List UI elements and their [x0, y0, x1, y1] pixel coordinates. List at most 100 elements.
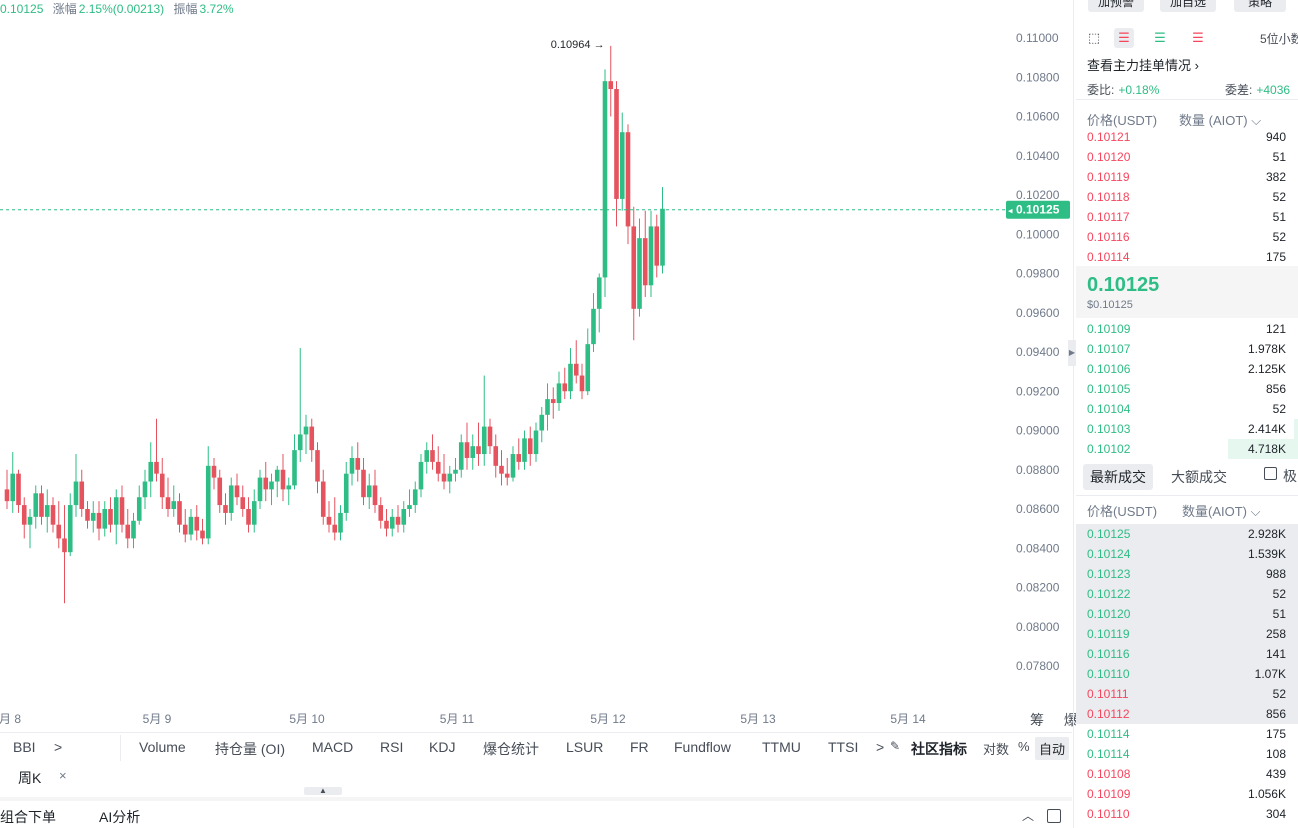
tab-latest-trades[interactable]: 最新成交: [1083, 464, 1153, 490]
indicator-macd[interactable]: MACD: [312, 739, 354, 755]
candle-body: [246, 509, 251, 525]
candlestick-chart[interactable]: 0.11000 0.10800 0.10600 0.10400 0.10200 0.100…: [0, 0, 1072, 700]
bid-row[interactable]: 0.10109 121: [1076, 319, 1298, 339]
popout-icon[interactable]: [1047, 809, 1061, 823]
filter-checkbox[interactable]: [1264, 467, 1277, 480]
indicator-oi[interactable]: 持仓量 (OI): [215, 741, 285, 757]
candle-body: [458, 442, 464, 470]
strategy-button[interactable]: 策略: [1234, 0, 1287, 12]
trade-row[interactable]: 0.10111 52: [1076, 684, 1298, 704]
depth-detail-link[interactable]: 查看主力挂单情况 ›: [1087, 58, 1199, 73]
trade-row[interactable]: 0.10114 108: [1076, 744, 1298, 764]
chart-area[interactable]: 0.10125 涨幅 2.15%(0.00213) 振幅 3.72% 0.11000…: [0, 0, 1078, 828]
trade-row[interactable]: 0.10116 141: [1076, 644, 1298, 664]
candle-body: [274, 469, 280, 482]
candle-body: [292, 450, 297, 486]
chevron-up-icon[interactable]: ︿: [1022, 809, 1035, 823]
trade-row[interactable]: 0.10125 2.928K: [1076, 524, 1298, 544]
ask-row[interactable]: 0.10118 52: [1076, 187, 1298, 207]
bid-row[interactable]: 0.10104 52: [1076, 399, 1298, 419]
bid-row[interactable]: 0.10102 4.718K: [1076, 439, 1298, 459]
trade-row[interactable]: 0.10110 1.07K: [1076, 664, 1298, 684]
trade-row[interactable]: 0.10108 439: [1076, 764, 1298, 784]
precision-select[interactable]: 5位小数: [1260, 32, 1298, 46]
percent-scale-toggle[interactable]: %: [1018, 739, 1030, 754]
combo-order-tab[interactable]: 组合下单: [0, 809, 56, 825]
bid-row[interactable]: 0.10106 2.125K: [1076, 359, 1298, 379]
close-icon[interactable]: ×: [59, 768, 67, 783]
trade-row[interactable]: 0.10120 51: [1076, 604, 1298, 624]
trade-row[interactable]: 0.10119 258: [1076, 624, 1298, 644]
indicator-kdj[interactable]: KDJ: [429, 739, 456, 755]
candle-body: [182, 524, 188, 535]
ask-qty: 52: [1272, 190, 1286, 204]
bid-price: 0.10102: [1087, 442, 1131, 456]
trade-price: 0.10114: [1087, 727, 1130, 741]
candle-body: [412, 489, 418, 506]
ask-row[interactable]: 0.10120 51: [1076, 147, 1298, 167]
trade-row[interactable]: 0.10123 988: [1076, 564, 1298, 584]
ask-row[interactable]: 0.10121 940: [1076, 127, 1298, 147]
trade-row[interactable]: 0.10122 52: [1076, 584, 1298, 604]
edit-icon[interactable]: ✎: [890, 739, 901, 753]
community-indicators[interactable]: 社区指标: [911, 741, 967, 757]
candle-body: [4, 489, 10, 502]
tab-large-trades[interactable]: 大额成交: [1171, 469, 1227, 485]
indicator-ttsi[interactable]: TTSI: [828, 739, 859, 755]
candle-body: [614, 89, 619, 199]
indicator-liquidation[interactable]: 爆仓统计: [483, 741, 539, 757]
indicator-ttmu[interactable]: TTMU: [762, 739, 801, 755]
chevron-right-icon[interactable]: >: [876, 739, 885, 755]
indicator-bbi[interactable]: BBI: [13, 739, 36, 755]
trade-row[interactable]: 0.10110 304: [1076, 804, 1298, 824]
col-qty-label: 数量 (AIOT): [1179, 113, 1248, 128]
candle-body: [251, 501, 257, 525]
log-scale-toggle[interactable]: 对数: [983, 742, 1010, 757]
indicator-rsi[interactable]: RSI: [380, 739, 404, 755]
expand-icon[interactable]: ⬚: [1087, 30, 1101, 45]
ask-row[interactable]: 0.10114 175: [1076, 247, 1298, 267]
chart-tools-chip-liq[interactable]: 筹 爆: [1030, 712, 1086, 728]
trade-price: 0.10109: [1087, 787, 1131, 801]
auto-scale-toggle[interactable]: 自动: [1035, 737, 1070, 760]
add-alert-button[interactable]: 加预警: [1088, 0, 1145, 12]
period-tab-weekly[interactable]: 周K: [18, 770, 42, 786]
candle-body: [113, 497, 119, 525]
bid-row[interactable]: 0.10107 1.978K: [1076, 339, 1298, 359]
indicator-volume[interactable]: Volume: [139, 739, 186, 755]
indicator-fundflow[interactable]: Fundflow: [674, 739, 731, 755]
bid-row[interactable]: 0.10105 856: [1076, 379, 1298, 399]
col-qty-select[interactable]: 数量 (AIOT) ⌵: [1179, 113, 1262, 128]
collapse-panel-icon[interactable]: ▶: [1068, 340, 1076, 366]
candle-body: [108, 509, 113, 525]
ask-row[interactable]: 0.10119 382: [1076, 167, 1298, 187]
candle-body: [361, 469, 366, 498]
orderbook-both-icon[interactable]: ☰: [1114, 28, 1134, 48]
chevron-right-icon[interactable]: >: [54, 739, 63, 755]
indicator-fr[interactable]: FR: [630, 739, 649, 755]
ask-row[interactable]: 0.10116 52: [1076, 227, 1298, 247]
add-watchlist-button[interactable]: 加自选: [1160, 0, 1217, 12]
panel-resize-handle[interactable]: ▲: [304, 787, 342, 795]
trade-row[interactable]: 0.10114 175: [1076, 724, 1298, 744]
candle-body: [234, 485, 240, 498]
bid-price: 0.10103: [1087, 422, 1131, 436]
trade-row[interactable]: 0.10112 856: [1076, 704, 1298, 724]
trade-col-qty-select[interactable]: 数量(AIOT) ⌵: [1182, 504, 1261, 519]
bid-price: 0.10107: [1087, 342, 1131, 356]
bid-row[interactable]: 0.10103 2.414K: [1076, 419, 1298, 439]
candle-body: [418, 461, 424, 490]
orderbook-bids-icon[interactable]: ☰: [1154, 30, 1166, 45]
trade-row[interactable]: 0.10124 1.539K: [1076, 544, 1298, 564]
candle-body: [441, 473, 447, 482]
candle-body: [625, 132, 631, 227]
indicator-lsur[interactable]: LSUR: [566, 739, 604, 755]
ai-analysis-tab[interactable]: AI分析: [99, 809, 141, 825]
high-price-marker: 0.10964 →: [551, 39, 605, 51]
trade-price: 0.10110: [1087, 667, 1130, 681]
ask-row[interactable]: 0.10117 51: [1076, 207, 1298, 227]
trade-row[interactable]: 0.10109 1.056K: [1076, 784, 1298, 804]
orderbook-asks-icon[interactable]: ☰: [1192, 30, 1204, 45]
candle-body: [62, 538, 67, 553]
bid-price: 0.10104: [1087, 402, 1131, 416]
